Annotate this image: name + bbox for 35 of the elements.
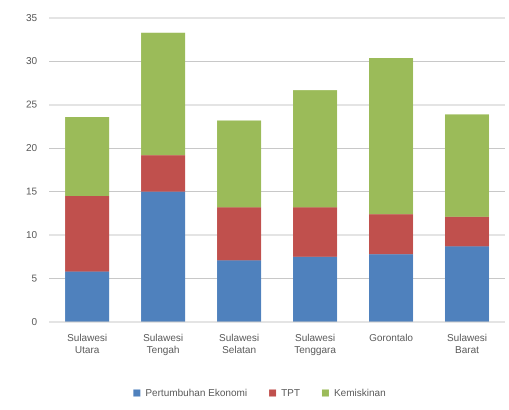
legend-label: TPT: [281, 388, 300, 399]
x-tick-label: Sulawesi Utara: [67, 332, 108, 356]
x-tick-label: Gorontalo: [369, 332, 414, 344]
bar: [368, 254, 414, 322]
bar: [293, 256, 338, 322]
bar: [444, 246, 490, 322]
legend-label: Kemiskinan: [334, 388, 386, 399]
bar: [217, 207, 262, 260]
y-tick-label: 35: [26, 12, 38, 24]
bar: [444, 216, 490, 246]
bar: [141, 32, 186, 156]
bar: [368, 214, 414, 254]
x-tick-label: Sulawesi Tenggara: [294, 332, 336, 356]
bar: [293, 90, 338, 208]
y-tick-label: 20: [26, 143, 38, 154]
bar: [65, 117, 110, 196]
bar: [65, 272, 110, 322]
y-tick-label: 30: [26, 56, 38, 68]
y-tick-label: 25: [26, 100, 38, 111]
bar: [217, 120, 262, 208]
bar: [141, 155, 186, 192]
bar: [141, 192, 186, 322]
bar: [444, 114, 490, 217]
y-tick-label: 0: [32, 316, 38, 328]
x-tick-label: Sulawesi Barat: [446, 332, 488, 356]
bar: [368, 58, 414, 214]
bar: [217, 260, 262, 322]
legend-label: Pertumbuhan Ekonomi: [145, 388, 248, 399]
y-tick-label: 10: [26, 230, 38, 241]
x-tick-label: Sulawesi Selatan: [219, 332, 260, 356]
x-tick-label: Sulawesi Tengah: [143, 332, 184, 356]
bar: [293, 207, 338, 257]
y-tick-label: 5: [32, 273, 38, 284]
y-tick-label: 15: [26, 186, 38, 198]
bar: [65, 196, 110, 272]
